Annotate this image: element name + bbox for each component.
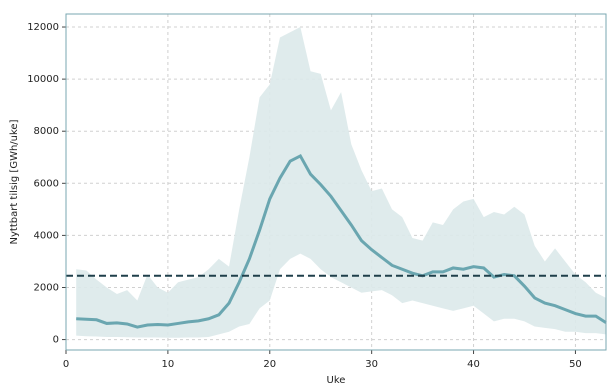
x-tick-label: 0 (63, 359, 69, 370)
y-tick-label: 10000 (27, 74, 59, 85)
x-tick-label: 30 (365, 359, 378, 370)
y-tick-label: 12000 (27, 22, 59, 33)
y-tick-label: 4000 (34, 230, 59, 241)
y-axis-label: Nyttbart tilsig [GWh/uke] (9, 119, 20, 244)
y-tick-label: 6000 (34, 178, 59, 189)
x-tick-label: 20 (263, 359, 276, 370)
y-tick-label: 0 (53, 335, 59, 346)
x-axis-label: Uke (327, 375, 346, 385)
x-tick-label: 50 (569, 359, 582, 370)
x-tick-label: 10 (162, 359, 175, 370)
x-tick-label: 40 (467, 359, 480, 370)
band-area (76, 27, 607, 338)
axis-frame (65, 13, 607, 351)
y-tick-label: 8000 (34, 126, 59, 137)
median-line (76, 153, 607, 329)
y-tick-label: 2000 (34, 282, 59, 293)
